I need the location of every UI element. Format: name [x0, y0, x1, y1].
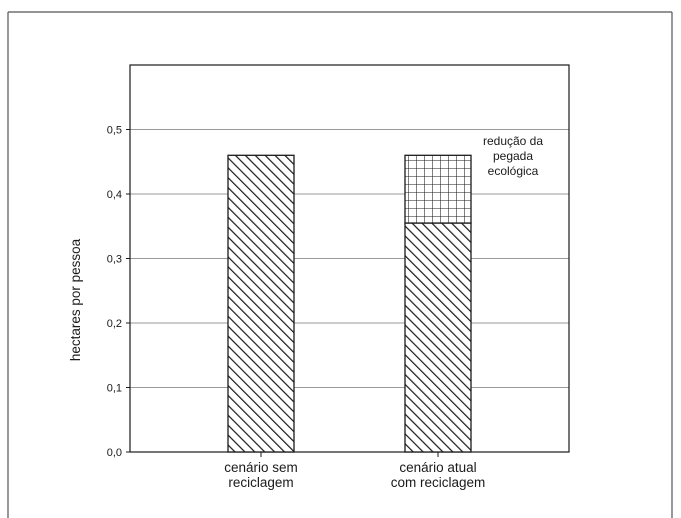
x-category-label: reciclagem: [228, 475, 293, 490]
annotation-text: pegada: [493, 149, 533, 163]
x-category-label: cenário sem: [224, 460, 298, 475]
bar-segment-base: [227, 154, 295, 453]
y-tick-label: 0,2: [107, 318, 122, 330]
y-axis-label: hectares por pessoa: [68, 238, 83, 361]
annotation-text: redução da: [483, 134, 543, 148]
bar-segment-base: [404, 222, 472, 453]
x-category-label: cenário atual: [399, 460, 476, 475]
y-tick-label: 0,0: [107, 447, 122, 459]
y-tick-label: 0,3: [107, 254, 122, 266]
bar-segment-reduction: [404, 154, 472, 224]
x-category-label: com reciclagem: [391, 475, 486, 490]
annotation-text: ecológica: [488, 164, 539, 178]
y-tick-label: 0,5: [107, 125, 122, 137]
y-tick-label: 0,4: [107, 189, 122, 201]
y-tick-label: 0,1: [107, 383, 122, 395]
